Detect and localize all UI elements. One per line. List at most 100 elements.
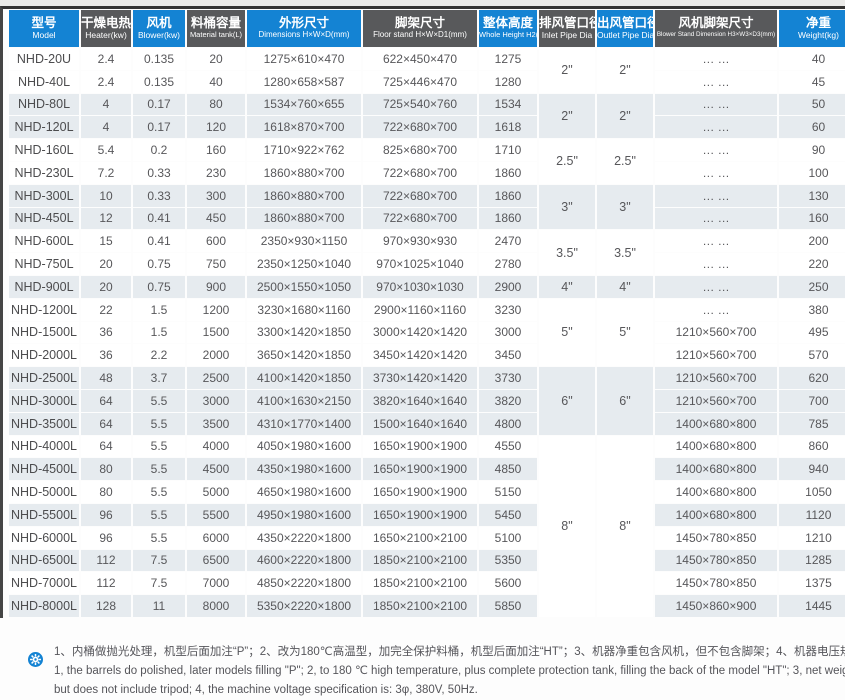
cell-heater: 5.4 <box>81 139 131 161</box>
cell-tank: 450 <box>187 207 245 230</box>
cell-outlet-pipe-dia: 6" <box>597 367 653 435</box>
column-header-zh: 排风管口径 <box>539 16 595 30</box>
cell-blower: 1.5 <box>133 321 185 344</box>
column-header-zh: 风机 <box>146 16 172 30</box>
table-row: NHD-160L 5.4 0.2 160 1710×922×762 825×680×700… <box>9 139 845 184</box>
cell-whole-height: 3450 <box>479 344 537 367</box>
cell-weight: 220 <box>779 253 845 275</box>
cell-whole-height: 2900 <box>479 275 537 298</box>
cell-whole-height: 1860 <box>479 184 537 207</box>
cell-heater: 36 <box>81 321 131 344</box>
cell-blower-stand: 1400×680×800 <box>655 412 777 435</box>
table-row: NHD-7000L 112 7.5 7000 4850×2220×1800 1850×21… <box>9 572 845 595</box>
cell-tank: 5500 <box>187 503 245 526</box>
cell-floor-stand: 1850×2100×2100 <box>363 595 477 617</box>
cell-blower-stand: … … <box>655 70 777 93</box>
column-header-en: Inlet Pipe Dia <box>541 30 593 40</box>
cell-outlet-pipe-dia: 3" <box>597 184 653 230</box>
cell-weight: 1445 <box>779 595 845 617</box>
cell-model: NHD-6500L <box>9 549 79 572</box>
cell-tank: 80 <box>187 93 245 116</box>
cell-blower: 5.5 <box>133 435 185 458</box>
cell-model: NHD-450L <box>9 207 79 230</box>
cell-blower: 0.75 <box>133 275 185 298</box>
cell-model: NHD-160L <box>9 139 79 161</box>
cell-floor-stand: 725×446×470 <box>363 70 477 93</box>
cell-floor-stand: 1500×1640×1640 <box>363 412 477 435</box>
cell-model: NHD-2500L <box>9 367 79 389</box>
cell-tank: 4500 <box>187 458 245 481</box>
cell-whole-height: 1860 <box>479 207 537 230</box>
cell-tank: 7000 <box>187 572 245 595</box>
cell-tank: 120 <box>187 116 245 139</box>
cell-model: NHD-80L <box>9 93 79 116</box>
cell-blower-stand: 1450×780×850 <box>655 572 777 595</box>
cell-whole-height: 5150 <box>479 481 537 503</box>
column-header-en: Model <box>32 30 56 40</box>
cell-floor-stand: 3000×1420×1420 <box>363 321 477 344</box>
cell-floor-stand: 622×450×470 <box>363 48 477 70</box>
cell-model: NHD-4500L <box>9 458 79 481</box>
cell-blower-stand: … … <box>655 48 777 70</box>
cell-heater: 80 <box>81 481 131 503</box>
cell-dimensions: 5350×2220×1800 <box>247 595 361 617</box>
table-row: NHD-6500L 112 7.5 6500 4600×2220×1800 1850×21… <box>9 549 845 572</box>
cell-blower-stand: 1400×680×800 <box>655 503 777 526</box>
cell-dimensions: 3650×1420×1850 <box>247 344 361 367</box>
cell-blower-stand: … … <box>655 184 777 207</box>
cell-blower-stand: 1210×560×700 <box>655 389 777 412</box>
column-header-en: Material tank(L) <box>189 30 243 39</box>
cell-weight: 380 <box>779 298 845 321</box>
cell-dimensions: 4850×2220×1800 <box>247 572 361 595</box>
table-row: NHD-3000L 64 5.5 3000 4100×1630×2150 3820×164… <box>9 389 845 412</box>
cell-inlet-pipe-dia: 2" <box>539 93 595 139</box>
cell-dimensions: 3300×1420×1850 <box>247 321 361 344</box>
cell-weight: 1120 <box>779 503 845 526</box>
cell-blower: 0.75 <box>133 253 185 275</box>
cell-whole-height: 3230 <box>479 298 537 321</box>
cell-floor-stand: 722×680×700 <box>363 207 477 230</box>
cell-blower: 2.2 <box>133 344 185 367</box>
cell-blower-stand: 1400×680×800 <box>655 435 777 458</box>
table-row: NHD-80L 4 0.17 80 1534×760×655 725×540×760 153… <box>9 93 845 139</box>
cell-weight: 40 <box>779 48 845 70</box>
cell-model: NHD-300L <box>9 184 79 207</box>
cell-blower-stand: … … <box>655 161 777 184</box>
cell-whole-height: 1275 <box>479 48 537 70</box>
column-header-stand: 脚架尺寸 Floor stand H×W×D1(mm) <box>363 10 477 47</box>
cell-weight: 860 <box>779 435 845 458</box>
cell-floor-stand: 825×680×700 <box>363 139 477 161</box>
table-row: NHD-3500L 64 5.5 3500 4310×1770×1400 1500×164… <box>9 412 845 435</box>
table-row: NHD-450L 12 0.41 450 1860×880×700 722×680×700… <box>9 207 845 230</box>
column-header-tank: 料桶容量 Material tank(L) <box>187 10 245 47</box>
cell-blower: 5.5 <box>133 412 185 435</box>
cell-model: NHD-3500L <box>9 412 79 435</box>
spec-table-body: NHD-20U 2.4 0.135 20 1275×610×470 622×450×470… <box>9 48 845 617</box>
cell-blower: 5.5 <box>133 389 185 412</box>
spec-table-wrap: 型号 Model 干燥电热 Heater(kw) 风机 Blower(kw) 料桶容量 Mat… <box>0 6 845 618</box>
cell-dimensions: 4650×1980×1600 <box>247 481 361 503</box>
cell-inlet-pipe-dia: 5" <box>539 298 595 367</box>
cell-dimensions: 4350×1980×1600 <box>247 458 361 481</box>
cell-blower: 1.5 <box>133 298 185 321</box>
cell-heater: 48 <box>81 367 131 389</box>
cell-weight: 100 <box>779 161 845 184</box>
table-row: NHD-8000L 128 11 8000 5350×2220×1800 1850×210… <box>9 595 845 617</box>
table-row: NHD-750L 20 0.75 750 2350×1250×1040 970×1025×… <box>9 253 845 275</box>
cell-model: NHD-5500L <box>9 503 79 526</box>
cell-tank: 3000 <box>187 389 245 412</box>
table-row: NHD-5500L 96 5.5 5500 4950×1980×1600 1650×190… <box>9 503 845 526</box>
cell-blower: 0.135 <box>133 48 185 70</box>
cell-model: NHD-600L <box>9 230 79 253</box>
cell-tank: 230 <box>187 161 245 184</box>
column-header-outlet: 出风管口径Outlet Pipe Dia <box>597 10 653 47</box>
cell-whole-height: 3820 <box>479 389 537 412</box>
cell-blower: 0.17 <box>133 93 185 116</box>
cell-whole-height: 3730 <box>479 367 537 389</box>
cell-floor-stand: 1650×1900×1900 <box>363 458 477 481</box>
cell-heater: 4 <box>81 116 131 139</box>
cell-floor-stand: 722×680×700 <box>363 116 477 139</box>
column-header-zh: 风机脚架尺寸 <box>678 16 754 30</box>
column-header-en: Weight(kg) <box>798 30 839 40</box>
